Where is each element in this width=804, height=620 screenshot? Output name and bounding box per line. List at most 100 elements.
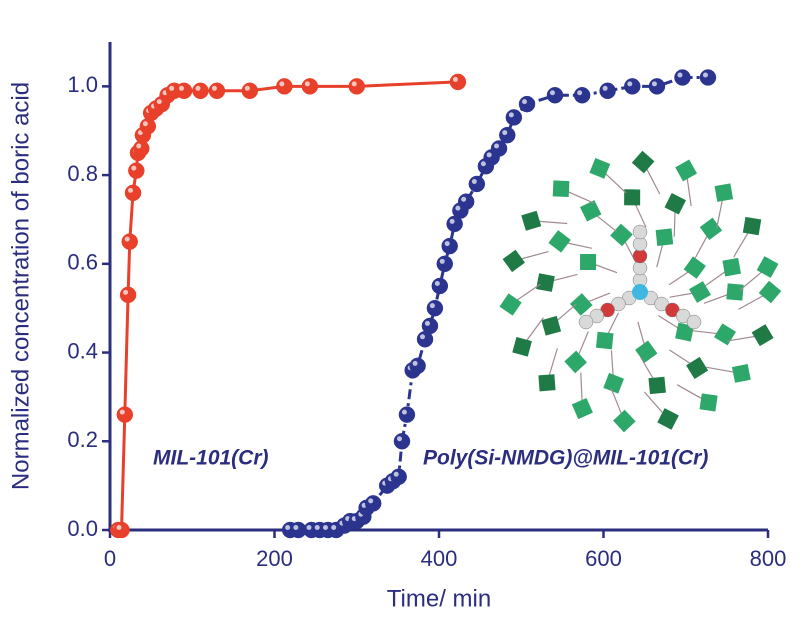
data-point — [431, 277, 449, 295]
point-highlight — [331, 525, 337, 530]
mof-cluster — [564, 350, 587, 374]
mof-cluster — [521, 210, 542, 231]
data-point — [624, 78, 641, 95]
data-point — [124, 184, 142, 202]
data-point — [208, 82, 226, 100]
point-highlight — [179, 85, 185, 91]
point-highlight — [424, 320, 430, 326]
point-highlight — [480, 161, 486, 167]
point-highlight — [351, 81, 357, 87]
data-point — [436, 255, 454, 273]
mof-cluster — [603, 372, 624, 394]
data-point — [116, 406, 134, 423]
data-point — [699, 69, 717, 86]
point-highlight — [142, 121, 148, 127]
mof-cluster — [756, 256, 779, 278]
mof-cluster — [722, 257, 741, 277]
mof-cluster — [726, 283, 744, 301]
mof-core — [632, 284, 648, 300]
point-highlight — [396, 436, 402, 442]
y-tick-label: 1.0 — [67, 72, 98, 97]
point-highlight — [434, 281, 440, 286]
point-highlight — [116, 525, 122, 530]
point-highlight — [368, 498, 374, 504]
data-point — [518, 95, 536, 113]
data-point — [674, 69, 691, 86]
mof-cluster — [552, 180, 570, 198]
mof-cluster — [699, 217, 723, 241]
mof-cluster — [657, 408, 679, 430]
data-point — [499, 126, 516, 144]
point-highlight — [119, 409, 125, 415]
point-highlight — [124, 236, 130, 242]
mof-cluster — [635, 340, 658, 363]
data-point — [648, 78, 666, 95]
point-highlight — [136, 143, 142, 149]
mof-cluster — [548, 230, 571, 253]
data-point — [121, 233, 138, 250]
x-axis-title: Time/ min — [387, 585, 491, 612]
x-tick-label: 400 — [421, 546, 458, 571]
point-highlight — [314, 525, 320, 530]
point-highlight — [449, 218, 455, 224]
point-highlight — [123, 289, 129, 295]
data-point — [573, 86, 591, 104]
point-highlight — [549, 90, 555, 96]
mof-cluster — [713, 323, 737, 346]
y-tick-label: 0.0 — [67, 516, 98, 541]
mof-cluster — [536, 273, 555, 292]
point-highlight — [420, 334, 426, 340]
point-highlight — [651, 81, 657, 87]
data-point — [599, 82, 616, 100]
data-point — [505, 109, 523, 126]
point-highlight — [393, 471, 399, 477]
data-point — [457, 193, 475, 210]
point-highlight — [502, 130, 508, 136]
point-highlight — [677, 72, 683, 78]
mof-cluster — [714, 183, 734, 202]
point-highlight — [602, 85, 608, 91]
x-tick-label: 600 — [585, 546, 622, 571]
data-point — [241, 82, 259, 100]
y-tick-label: 0.4 — [67, 338, 98, 363]
y-tick-label: 0.8 — [67, 161, 98, 186]
data-point — [449, 73, 467, 91]
mof-cluster — [502, 249, 525, 273]
data-point — [441, 237, 458, 255]
data-point — [409, 357, 426, 375]
point-highlight — [322, 525, 328, 530]
x-tick-label: 0 — [104, 546, 116, 571]
annotation: Poly(Si-NMDG)@MIL-101(Cr) — [423, 447, 708, 470]
data-point — [393, 433, 411, 450]
x-tick-label: 800 — [750, 546, 787, 571]
point-highlight — [169, 85, 175, 91]
mof-cluster — [631, 150, 655, 174]
point-highlight — [285, 525, 291, 530]
data-point — [421, 317, 439, 335]
point-highlight — [452, 76, 458, 82]
mof-cluster — [731, 363, 751, 383]
x-tick-label: 200 — [256, 546, 293, 571]
point-highlight — [244, 85, 250, 91]
mof-cluster — [589, 157, 611, 179]
point-highlight — [293, 525, 299, 530]
mof-cluster — [664, 193, 687, 215]
point-highlight — [128, 187, 134, 193]
data-point — [390, 468, 407, 486]
point-highlight — [304, 81, 310, 87]
mof-cluster — [571, 397, 593, 420]
point-highlight — [412, 360, 418, 366]
mof-cluster — [613, 409, 636, 433]
point-highlight — [455, 205, 461, 211]
mof-cluster — [512, 336, 532, 357]
mof-cluster — [742, 216, 762, 236]
mof-cluster — [648, 376, 666, 395]
mof-cluster — [499, 293, 522, 316]
data-point — [398, 406, 416, 423]
data-point — [128, 162, 145, 179]
mof-cluster — [570, 293, 593, 316]
mof-cluster — [675, 159, 697, 182]
data-point — [301, 78, 319, 95]
point-highlight — [156, 99, 162, 105]
